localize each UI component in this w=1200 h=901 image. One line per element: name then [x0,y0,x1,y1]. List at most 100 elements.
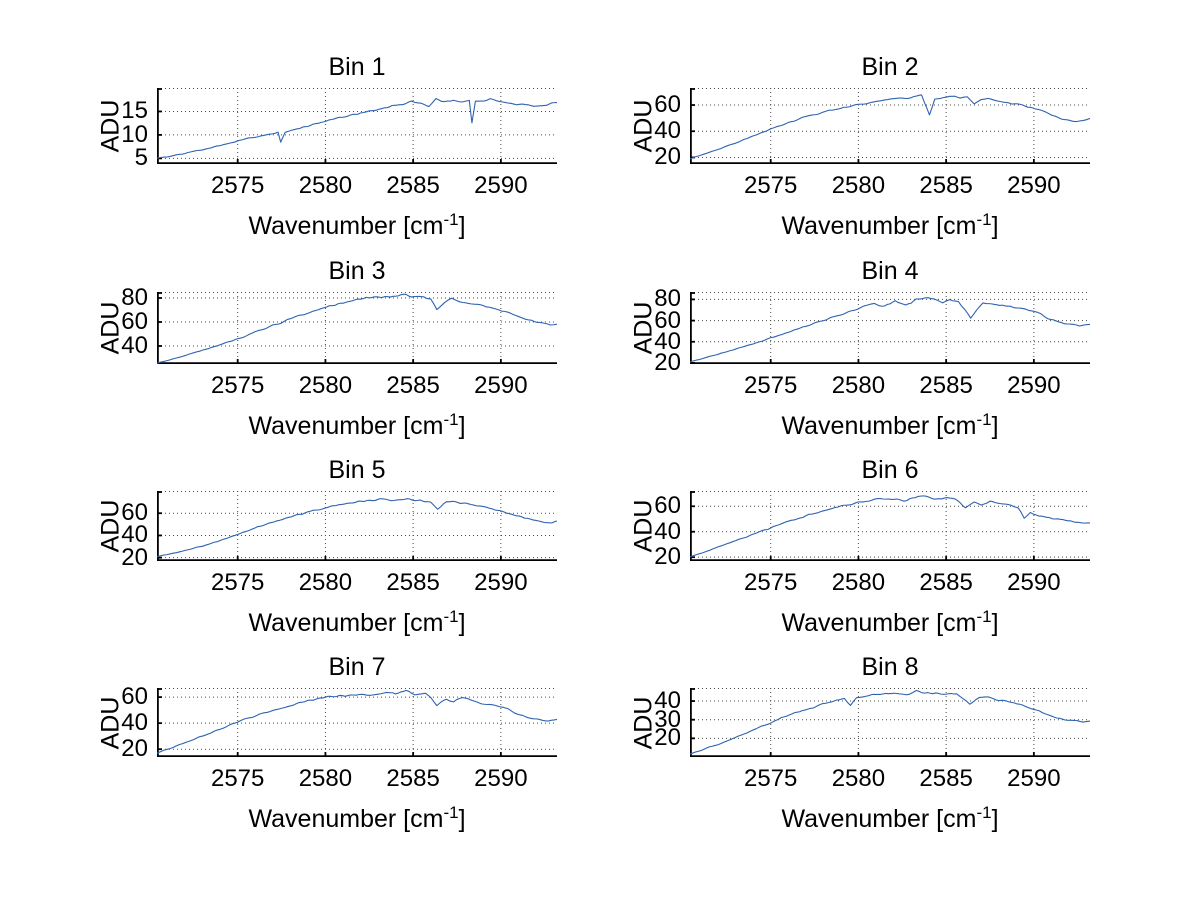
y-tick-label: 5 [134,144,148,172]
x-axis-label-main: Wavenumber [cm [248,412,444,440]
y-tick-label: 10 [121,120,148,148]
spectrum-line [157,689,557,754]
x-tick-label: 2575 [210,765,265,792]
x-tick-label: 2585 [386,765,440,792]
spectrum-line [690,297,1090,363]
subplot-bin-7: Bin 7 ADU Wavenumber [cm-1] 20 40 60 2575 25… [17,643,617,853]
y-tick-label: 60 [654,492,681,520]
x-axis-label-superscript: -1 [976,607,992,626]
x-tick-label: 2575 [743,372,798,399]
subplot-title: Bin 1 [328,53,386,81]
x-tick-label: 2580 [298,172,353,199]
x-axis-label-main: Wavenumber [cm [248,805,444,833]
x-axis-label: Wavenumber [cm-1] [690,205,1090,241]
x-tick-label: 2580 [831,765,886,792]
x-tick-label: 2590 [474,569,528,596]
x-axis-label-main: Wavenumber [cm [781,805,977,833]
plot-area [157,88,557,164]
y-tick-label: 60 [121,683,148,711]
x-axis-label-superscript: -1 [976,210,992,229]
x-tick-label: 2590 [1007,765,1061,792]
y-tick-label: 60 [654,306,681,334]
y-tick-label: 20 [121,543,148,571]
x-axis-label: Wavenumber [cm-1] [157,798,557,834]
y-tick-label: 20 [654,348,681,376]
y-tick-label: 60 [121,499,148,527]
spectrum-line [690,495,1090,558]
y-tick-label: 40 [654,327,681,355]
x-tick-label: 2585 [386,372,440,399]
subplot-title: Bin 6 [861,456,919,484]
subplot-bin-3: Bin 3 ADU Wavenumber [cm-1] 40 60 80 2575 25… [17,247,617,457]
x-tick-label: 2575 [743,765,798,792]
subplot-bin-1: Bin 1 ADU Wavenumber [cm-1] 5 10 15 2575 258… [17,43,617,253]
x-tick-label: 2585 [919,172,973,199]
x-axis-label-close: ] [991,805,999,833]
x-axis-label-main: Wavenumber [cm [248,609,444,637]
x-axis-label-main: Wavenumber [cm [248,212,444,240]
x-axis-label: Wavenumber [cm-1] [157,602,557,638]
y-tick-label: 40 [654,687,681,715]
y-tick-label: 60 [121,308,148,335]
x-axis-label-superscript: -1 [443,803,459,822]
x-axis-label: Wavenumber [cm-1] [157,405,557,441]
y-tick-label: 40 [654,117,681,145]
x-tick-label: 2590 [474,172,528,199]
x-tick-label: 2590 [1007,372,1061,399]
y-tick-label: 80 [121,284,148,311]
x-tick-label: 2580 [831,172,886,199]
x-axis-label-superscript: -1 [443,210,459,229]
x-tick-label: 2585 [919,569,973,596]
x-axis-label-close: ] [458,805,466,833]
subplot-bin-5: Bin 5 ADU Wavenumber [cm-1] 20 40 60 2575 25… [17,446,617,656]
subplot-title: Bin 4 [861,257,919,285]
subplot-bin-8: Bin 8 ADU Wavenumber [cm-1] 20 30 40 2575 25… [550,643,1150,853]
y-tick-label: 40 [121,709,148,737]
spectrum-line [157,293,557,364]
x-axis-label-close: ] [991,609,999,637]
plot-area [690,88,1090,164]
spectrum-line [157,97,557,159]
y-tick-label: 20 [121,735,148,763]
x-tick-label: 2575 [743,172,798,199]
x-axis-label-main: Wavenumber [cm [781,412,977,440]
x-axis-label: Wavenumber [cm-1] [157,205,557,241]
y-tick-label: 40 [121,521,148,549]
y-tick-label: 40 [121,332,148,359]
plot-area [157,292,557,364]
x-axis-label-superscript: -1 [976,410,992,429]
x-tick-label: 2580 [831,372,886,399]
x-tick-label: 2575 [210,172,265,199]
x-axis-label-superscript: -1 [443,607,459,626]
subplot-bin-2: Bin 2 ADU Wavenumber [cm-1] 20 40 60 2575 25… [550,43,1150,253]
x-tick-label: 2575 [743,569,798,596]
subplot-bin-6: Bin 6 ADU Wavenumber [cm-1] 20 40 60 2575 25… [550,446,1150,656]
x-tick-label: 2580 [298,569,353,596]
spectrum-line [157,498,557,558]
x-tick-label: 2580 [298,765,353,792]
x-axis-label-close: ] [458,609,466,637]
x-axis-label: Wavenumber [cm-1] [690,798,1090,834]
x-tick-label: 2590 [1007,569,1061,596]
x-tick-label: 2585 [386,172,440,199]
plot-area [157,491,557,561]
plot-area [157,688,557,757]
x-tick-label: 2590 [474,765,528,792]
x-tick-label: 2585 [919,372,973,399]
x-axis-label-close: ] [991,412,999,440]
x-tick-label: 2575 [210,372,265,399]
spectrum-line [690,689,1090,755]
subplot-title: Bin 3 [328,257,386,285]
subplot-title: Bin 5 [328,456,386,484]
x-tick-label: 2575 [210,569,265,596]
y-tick-label: 60 [654,91,681,119]
y-tick-label: 40 [654,517,681,545]
spectrum-line [690,94,1090,160]
y-tick-label: 15 [121,97,148,125]
x-axis-label-close: ] [458,212,466,240]
x-axis-label: Wavenumber [cm-1] [690,602,1090,638]
x-axis-label-main: Wavenumber [cm [781,212,977,240]
subplot-bin-4: Bin 4 ADU Wavenumber [cm-1] 20 40 60 80 2575… [550,247,1150,457]
y-tick-label: 20 [654,143,681,171]
